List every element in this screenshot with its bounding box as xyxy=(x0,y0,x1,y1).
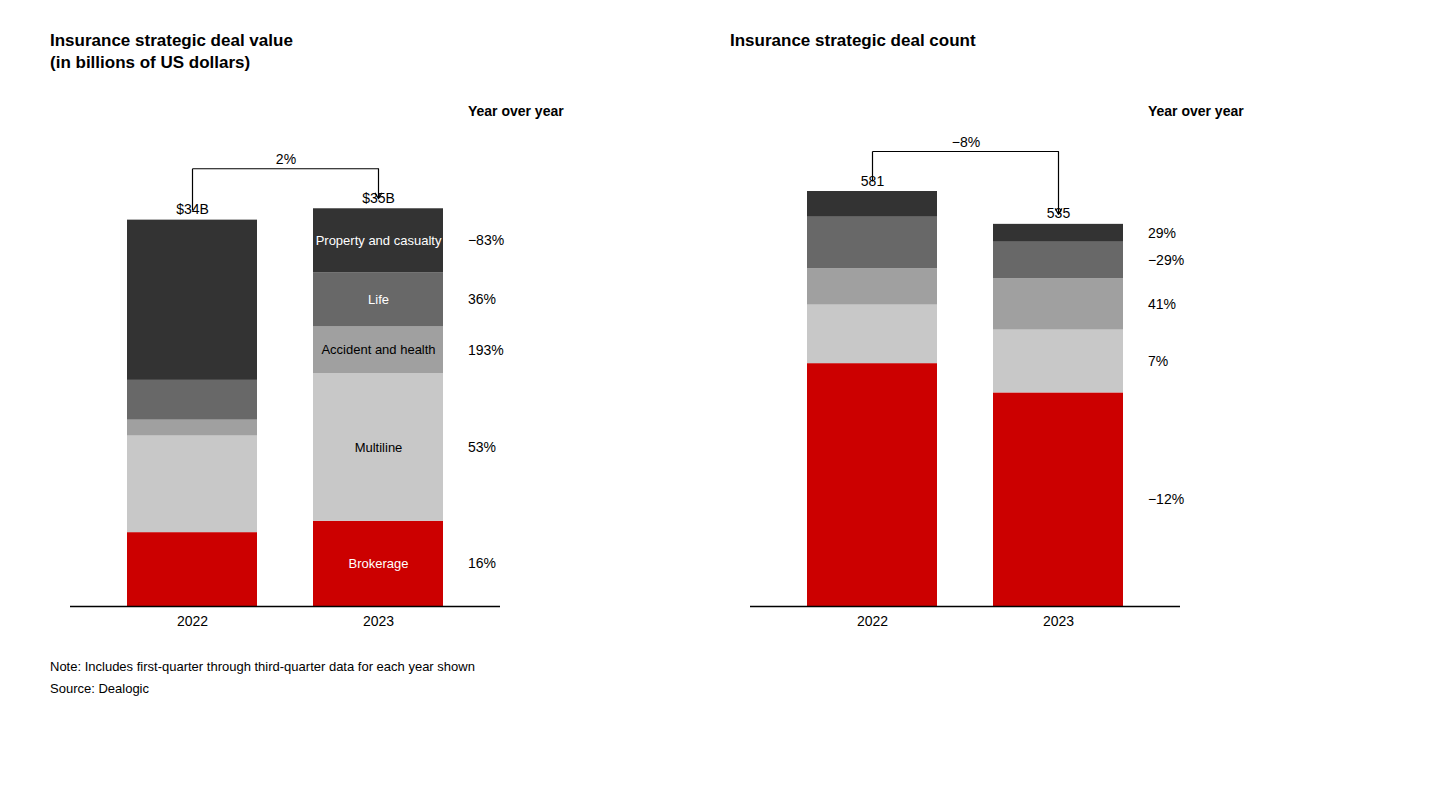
html-text:Note: Includes first-quarter t: Note: Includes first-quarter through thi… xyxy=(50,659,475,674)
svg-text:$34B: $34B xyxy=(176,201,209,218)
svg-text:Year over year: Year over year xyxy=(468,103,564,119)
svg-text:53%: 53% xyxy=(468,439,496,455)
svg-text:Life: Life xyxy=(368,292,389,307)
svg-text:2022: 2022 xyxy=(857,613,888,629)
svg-text:−8%: −8% xyxy=(952,134,980,150)
svg-text:−12%: −12% xyxy=(1148,491,1184,507)
svg-text:$35B: $35B xyxy=(362,189,395,206)
svg-text:Year over year: Year over year xyxy=(1148,103,1244,119)
svg-text:2%: 2% xyxy=(276,151,296,167)
svg-text:Multiline: Multiline xyxy=(355,440,403,455)
svg-text:535: 535 xyxy=(1046,205,1071,222)
svg-text:41%: 41% xyxy=(1148,296,1176,312)
html-text:Insurance strategic deal count: Insurance strategic deal count xyxy=(730,31,976,50)
svg-text:−29%: −29% xyxy=(1148,252,1184,268)
svg-text:Property and casualty: Property and casualty xyxy=(316,233,442,248)
svg-text:36%: 36% xyxy=(468,291,496,307)
svg-text:2022: 2022 xyxy=(177,613,208,629)
html-text:Source: Dealogic: Source: Dealogic xyxy=(50,681,149,697)
svg-text:−83%: −83% xyxy=(468,232,504,248)
svg-text:2023: 2023 xyxy=(363,613,394,629)
svg-text:16%: 16% xyxy=(468,555,496,571)
svg-text:7%: 7% xyxy=(1148,353,1168,369)
svg-text:581: 581 xyxy=(860,172,885,189)
svg-text:2023: 2023 xyxy=(1043,613,1074,629)
svg-text:29%: 29% xyxy=(1148,225,1176,241)
svg-text:193%: 193% xyxy=(468,342,504,358)
html-text:Insurance strategic deal value: Insurance strategic deal value (in billi… xyxy=(50,31,293,73)
svg-text:Brokerage: Brokerage xyxy=(349,556,409,571)
svg-text:Accident and health: Accident and health xyxy=(321,342,435,357)
